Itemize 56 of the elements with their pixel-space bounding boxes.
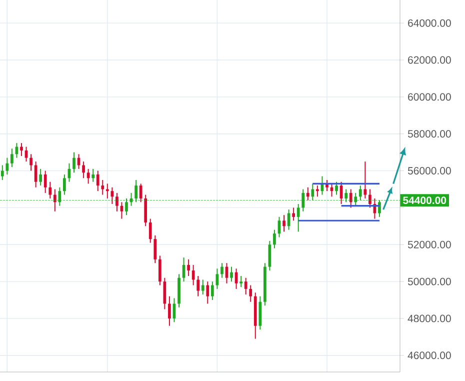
y-tick-label: 56000.00	[408, 167, 451, 174]
candlestick	[82, 161, 85, 179]
candlestick	[63, 174, 66, 196]
candlestick	[296, 204, 300, 232]
candlestick	[244, 277, 248, 295]
y-tick-label: 52000.00	[408, 240, 451, 248]
candlestick	[316, 185, 319, 198]
y-tick-label: 50000.00	[408, 278, 451, 286]
candlestick	[258, 296, 262, 330]
candlestick	[306, 186, 310, 201]
candlestick	[220, 262, 224, 278]
candlestick	[30, 154, 32, 172]
candlestick	[72, 152, 76, 174]
candlestick	[192, 264, 195, 286]
candlestick	[101, 180, 104, 196]
ref-line-label: 54400.00	[403, 196, 446, 204]
y-tick-label: 48000.00	[408, 314, 451, 322]
y-tick-label: 64000.00	[408, 19, 451, 27]
candlestick	[96, 170, 100, 192]
candlestick	[364, 161, 367, 199]
candlestick	[282, 214, 286, 232]
candlestick	[292, 207, 295, 222]
y-tick-label: 60000.00	[408, 93, 451, 101]
candlestick	[44, 170, 47, 194]
candlestick	[230, 266, 233, 282]
candlestick	[144, 194, 148, 227]
candlestick	[116, 192, 118, 212]
y-tick-label: 58000.00	[408, 130, 451, 138]
candlestick	[168, 296, 171, 326]
candlestick	[187, 258, 190, 276]
candlestick	[163, 277, 166, 310]
candlestick	[10, 148, 14, 168]
candlestick	[6, 157, 9, 175]
candlestick	[368, 188, 372, 208]
candlestick	[206, 281, 210, 304]
candlestick	[249, 284, 252, 302]
candlestick	[148, 218, 152, 244]
candlestick	[210, 281, 214, 300]
y-tick-label: 62000.00	[408, 56, 451, 64]
candlestick	[20, 142, 23, 156]
candlestick	[48, 181, 52, 199]
candlestick	[154, 234, 157, 264]
y-tick-label: 46000.00	[408, 352, 451, 360]
candlestick	[335, 181, 338, 196]
candlestick	[110, 186, 114, 204]
candlestick	[273, 229, 276, 249]
candlestick	[158, 255, 162, 286]
candlestick	[106, 183, 109, 199]
candlestick	[39, 168, 42, 186]
candlestick	[92, 168, 95, 182]
candlestick	[0, 164, 4, 180]
candlestick	[349, 188, 352, 208]
candlestick	[201, 279, 204, 295]
candlestick	[196, 276, 200, 297]
candlestick	[53, 188, 56, 212]
candlestick	[240, 276, 242, 288]
